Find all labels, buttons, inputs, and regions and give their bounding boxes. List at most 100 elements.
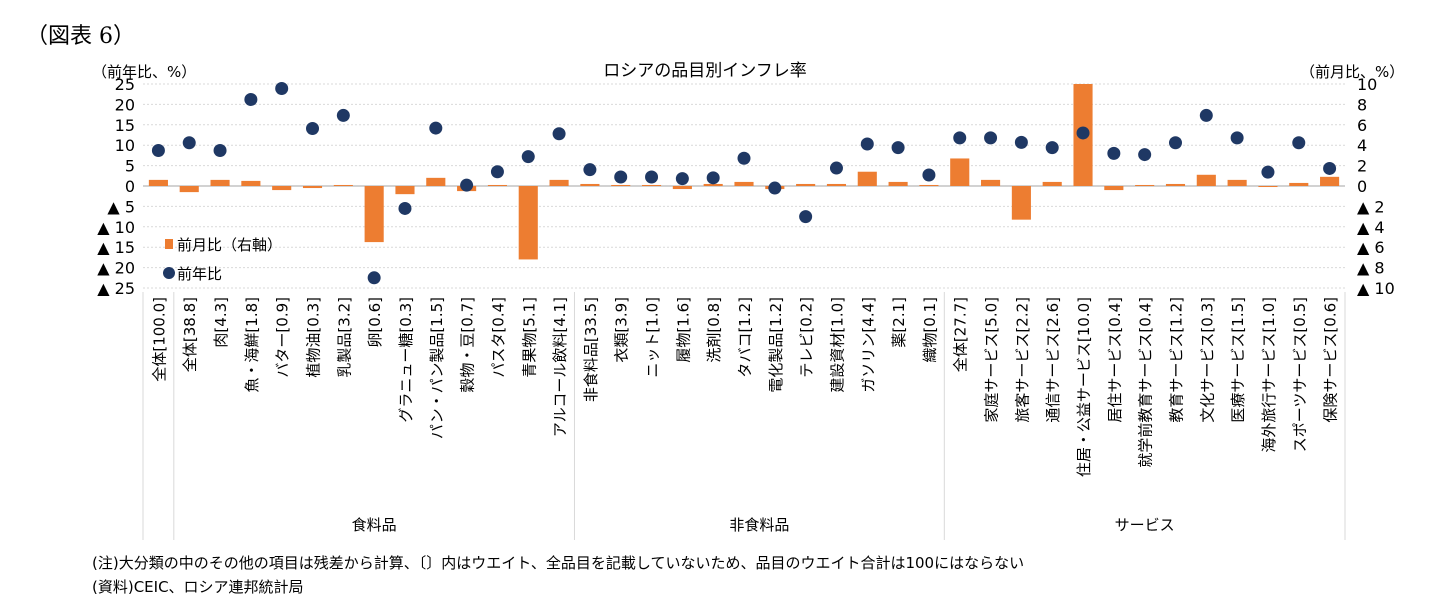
dot-yoy xyxy=(1138,148,1152,162)
dot-yoy xyxy=(552,127,566,141)
group-label: 食料品 xyxy=(352,516,397,534)
category-label: 保険サービス[0.6] xyxy=(1322,297,1340,423)
category-label: アルコール飲料[4.1] xyxy=(551,297,569,437)
category-label: スポーツサービス[0.5] xyxy=(1291,297,1309,452)
dot-yoy xyxy=(953,131,967,145)
right-tick-label: 6 xyxy=(1357,116,1367,135)
category-label: 全体[100.0] xyxy=(150,297,168,382)
category-label: 魚・海鮮[1.8] xyxy=(243,297,261,393)
bar-mom xyxy=(241,180,261,186)
dot-yoy xyxy=(1014,135,1028,149)
category-label: 履物[1.6] xyxy=(674,297,692,363)
category-label: 全体[27.7] xyxy=(952,297,970,372)
category-label: ニット[1.0] xyxy=(644,297,662,378)
bar-mom xyxy=(826,183,847,186)
dot-yoy xyxy=(1045,141,1059,155)
bar-mom xyxy=(1011,186,1031,220)
category-label: 薬[2.1] xyxy=(890,297,908,348)
bar-mom xyxy=(703,183,723,186)
legend-bar-swatch xyxy=(165,239,173,249)
left-tick-label: ▲ 25 xyxy=(97,279,135,298)
category-label: 衣類[3.9] xyxy=(613,297,631,363)
dot-yoy xyxy=(737,151,751,165)
category-label: タバコ[1.2] xyxy=(736,297,754,378)
bar-mom xyxy=(518,186,538,260)
right-tick-label: 4 xyxy=(1357,136,1367,155)
category-label: 居住サービス[0.4] xyxy=(1106,297,1124,423)
bar-mom xyxy=(1289,182,1309,186)
legend-dot-label: 前年比 xyxy=(177,265,222,283)
left-tick-label: 0 xyxy=(125,177,135,196)
dot-yoy xyxy=(891,141,905,155)
bar-mom xyxy=(672,186,692,190)
dot-yoy xyxy=(275,81,289,95)
dot-yoy xyxy=(336,108,350,122)
dot-yoy xyxy=(614,170,628,184)
dot-yoy xyxy=(922,168,936,182)
bar-mom xyxy=(888,181,908,186)
dot-yoy xyxy=(829,161,843,175)
bar-mom xyxy=(333,184,353,186)
bar-mom xyxy=(919,184,939,186)
category-label: 家庭サービス[5.0] xyxy=(983,297,1001,423)
category-label: 文化サービス[0.3] xyxy=(1198,297,1216,423)
category-label: 教育サービス[1.2] xyxy=(1167,297,1185,423)
dot-yoy xyxy=(1076,126,1090,140)
category-label: 洗剤[0.8] xyxy=(705,297,723,363)
left-tick-label: 5 xyxy=(125,157,135,176)
bar-mom xyxy=(1196,174,1216,186)
dot-yoy xyxy=(244,93,258,107)
right-tick-label: 8 xyxy=(1357,95,1367,114)
source-note: (資料)CEIC、ロシア連邦統計局 xyxy=(92,578,304,596)
dot-yoy xyxy=(521,150,535,164)
footnote: (注)大分類の中のその他の項目は残差から計算、〔〕内はウエイト、全品目を記載して… xyxy=(92,554,1025,572)
category-label: 植物油[0.3] xyxy=(305,297,323,378)
category-label: 就学前教育サービス[0.4] xyxy=(1137,297,1155,468)
left-tick-label: ▲ 5 xyxy=(107,197,135,216)
category-label: グラニュー糖[0.3] xyxy=(397,297,415,423)
category-label: 住居・公益サービス[10.0] xyxy=(1075,297,1093,477)
category-label: 肉[4.3] xyxy=(212,297,230,348)
category-label: 非食料品[33.5] xyxy=(582,297,600,402)
right-tick-label: ▲ 10 xyxy=(1357,279,1395,298)
left-tick-label: 15 xyxy=(115,116,135,135)
bar-mom xyxy=(734,181,754,186)
dot-yoy xyxy=(213,144,227,158)
dot-yoy xyxy=(1292,136,1306,150)
category-label: 乳製品[3.2] xyxy=(335,297,353,378)
right-tick-label: ▲ 2 xyxy=(1357,197,1385,216)
category-label: 青果物[5.1] xyxy=(520,297,538,378)
category-label: ガソリン[4.4] xyxy=(859,297,877,393)
bar-mom xyxy=(857,171,877,186)
dot-yoy xyxy=(1168,136,1182,150)
dot-yoy xyxy=(645,170,659,184)
dot-yoy xyxy=(675,172,689,186)
left-tick-label: 20 xyxy=(115,95,135,114)
dot-yoy xyxy=(460,178,474,192)
left-axis-unit: （前年比、%） xyxy=(92,63,196,81)
right-tick-label: 0 xyxy=(1357,177,1367,196)
legend-bar-label: 前月比（右軸） xyxy=(177,236,282,254)
right-tick-label: ▲ 4 xyxy=(1357,218,1385,237)
dot-yoy xyxy=(1199,108,1213,122)
category-label: 卵[0.6] xyxy=(366,297,384,348)
left-tick-label: ▲ 10 xyxy=(97,218,135,237)
dot-yoy xyxy=(398,201,412,215)
category-label: 建設資材[1.0] xyxy=(828,297,846,393)
bar-mom xyxy=(981,179,1001,186)
right-tick-label: ▲ 8 xyxy=(1357,259,1385,278)
bar-mom xyxy=(1227,179,1247,186)
bar-mom xyxy=(1135,184,1155,186)
category-label: 医療サービス[1.5] xyxy=(1229,297,1247,423)
category-label: 穀物・豆[0.7] xyxy=(459,297,477,393)
bar-mom xyxy=(796,183,816,186)
dot-yoy xyxy=(860,137,874,151)
category-label: 通信サービス[2.6] xyxy=(1044,297,1062,423)
dot-yoy xyxy=(1323,161,1337,175)
figure-label: （図表 6） xyxy=(26,24,135,49)
right-tick-label: ▲ 6 xyxy=(1357,238,1385,257)
bar-mom xyxy=(950,158,970,186)
left-tick-label: 10 xyxy=(115,136,135,155)
bar-mom xyxy=(426,177,446,186)
